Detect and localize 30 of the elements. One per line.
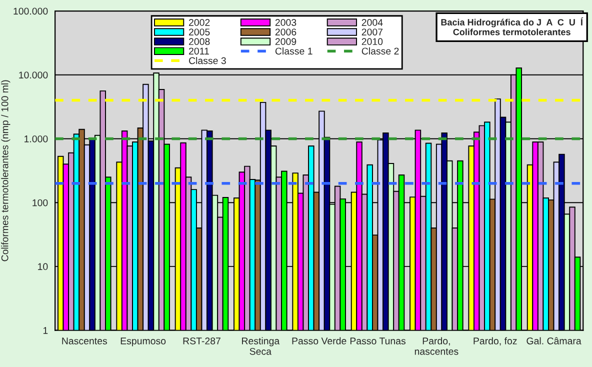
legend-label: 2011 (189, 48, 209, 55)
y-axis-title: Coliformes termotolerantes (nmp / 100 ml) (1, 80, 10, 262)
y-tick-label: 10 (38, 263, 48, 270)
x-tick-label: Nascentes (62, 338, 108, 344)
text: Bacia Hidrográfica do J A C U Í Coliformes termotolerantes (441, 17, 584, 36)
y-tick-label: 1 (43, 327, 48, 334)
legend-label: 2002 (189, 19, 210, 26)
legend-label: 2010 (362, 38, 383, 46)
legend-label: 2005 (189, 28, 210, 36)
y-tick-label: 10.000 (19, 72, 48, 78)
y-tick-label: 100.000 (14, 8, 48, 15)
x-tick-label: Passo Verde (292, 337, 346, 344)
x-tick-label: Espumoso (120, 338, 166, 346)
x-tick-label: Pardo, foz (474, 337, 517, 346)
legend-label: Classe 1 (275, 47, 312, 55)
x-tick-label: Gal. Câmara (526, 337, 582, 344)
legend-label: 2006 (275, 28, 296, 36)
y-tick-label: 1.000 (24, 135, 48, 142)
legend-label: 2004 (362, 19, 383, 26)
x-tick-label: RST-287 (183, 338, 220, 344)
x-tick-label: Passo Tunas (350, 338, 406, 344)
legend-label: 2003 (275, 19, 296, 26)
legend-label: Classe 2 (362, 47, 399, 55)
x-tick-label: Pardo, nascentes (414, 337, 458, 355)
legend-label: Classe 3 (189, 56, 226, 64)
legend-label: 2009 (275, 38, 296, 46)
x-tick-label: Restinga Seca (242, 337, 280, 355)
legend-label: 2008 (189, 38, 210, 46)
y-tick-label: 100 (32, 199, 48, 206)
legend-label: 2007 (362, 28, 383, 36)
